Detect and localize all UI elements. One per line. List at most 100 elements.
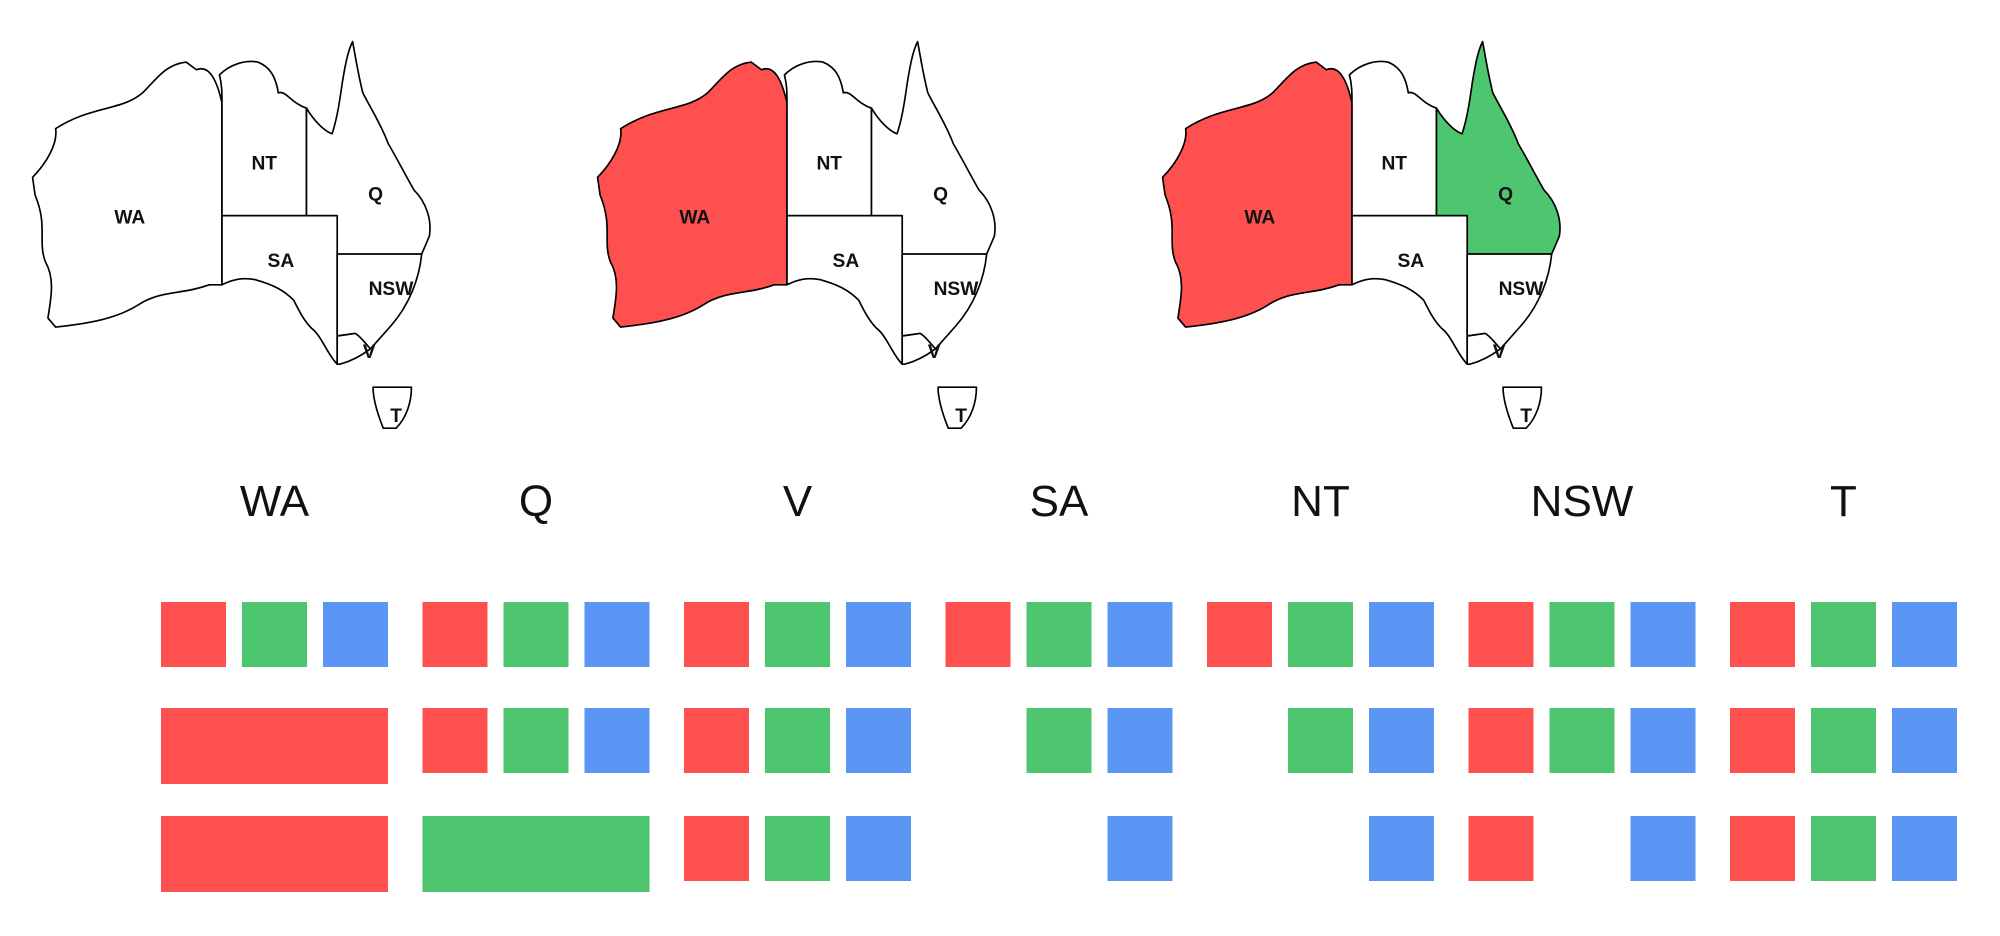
domain-value-nt-row2-blue xyxy=(1369,708,1434,773)
domain-value-nsw-row2-blue xyxy=(1630,708,1696,773)
domain-value-t-row1-red xyxy=(1730,602,1795,667)
state-label-t: T xyxy=(390,406,402,427)
australia-maps: WA NT Q SA NSW V T WA NT Q SA NSW V T WA NT Q SA NSW V T xyxy=(31,40,1561,429)
domain-value-nsw-row1-red xyxy=(1468,602,1534,667)
state-label-v: V xyxy=(928,342,941,363)
state-label-nsw: NSW xyxy=(369,279,415,300)
state-region-nt xyxy=(218,60,308,217)
domain-value-nt-row2-green xyxy=(1288,708,1353,773)
state-label-nsw: NSW xyxy=(1499,279,1545,300)
state-label-q: Q xyxy=(933,184,948,205)
domain-value-nt-row1-blue xyxy=(1369,602,1434,667)
domain-table: WA Q V SA NT NSW T xyxy=(161,477,1957,892)
domain-value-q-row1-red xyxy=(422,602,488,667)
state-label-wa: WA xyxy=(114,207,145,228)
domain-value-nsw-row3-red xyxy=(1468,816,1534,881)
domain-value-v-row1-green xyxy=(765,602,830,667)
state-label-t: T xyxy=(955,406,967,427)
domain-value-v-row2-red xyxy=(684,708,749,773)
domain-value-q-row1-blue xyxy=(584,602,650,667)
domain-value-nt-row3-blue xyxy=(1369,816,1434,881)
domain-value-wa-row2-red-assigned xyxy=(161,708,388,784)
state-region-sa xyxy=(1351,214,1469,365)
state-region-q xyxy=(305,40,431,255)
column-header-wa: WA xyxy=(240,477,310,526)
state-region-t xyxy=(937,386,978,429)
state-region-nt xyxy=(1348,60,1438,217)
column-header-nsw: NSW xyxy=(1531,477,1634,526)
domain-value-nt-row1-green xyxy=(1288,602,1353,667)
domain-value-q-row2-blue xyxy=(584,708,650,773)
state-label-nsw: NSW xyxy=(934,279,980,300)
domain-value-v-row3-green xyxy=(765,816,830,881)
domain-value-v-row1-blue xyxy=(846,602,911,667)
domain-value-sa-row1-blue xyxy=(1107,602,1173,667)
state-region-v xyxy=(336,332,372,365)
state-label-t: T xyxy=(1520,406,1532,427)
column-header-t: T xyxy=(1830,477,1857,526)
domain-value-t-row3-blue xyxy=(1892,816,1957,881)
state-region-q xyxy=(1435,40,1561,255)
domain-value-wa-row3-red-assigned xyxy=(161,816,388,892)
domain-value-v-row2-green xyxy=(765,708,830,773)
domain-value-nsw-row2-red xyxy=(1468,708,1534,773)
domain-value-t-row1-blue xyxy=(1892,602,1957,667)
state-region-sa xyxy=(221,214,339,365)
domain-value-t-row2-blue xyxy=(1892,708,1957,773)
state-label-q: Q xyxy=(368,184,383,205)
domain-value-v-row3-blue xyxy=(846,816,911,881)
domain-value-v-row3-red xyxy=(684,816,749,881)
state-label-sa: SA xyxy=(268,251,295,272)
domain-value-sa-row3-blue xyxy=(1107,816,1173,881)
domain-value-q-row3-green-assigned xyxy=(422,816,650,892)
state-label-q: Q xyxy=(1498,184,1513,205)
state-region-wa xyxy=(596,61,788,328)
state-region-t xyxy=(1502,386,1543,429)
domain-value-t-row1-green xyxy=(1811,602,1876,667)
state-region-sa xyxy=(786,214,904,365)
australia-map-3: WA NT Q SA NSW V T xyxy=(1161,40,1561,429)
state-label-wa: WA xyxy=(679,207,710,228)
state-region-v xyxy=(1466,332,1502,365)
state-label-wa: WA xyxy=(1244,207,1275,228)
domain-value-nsw-row2-green xyxy=(1549,708,1615,773)
state-label-nt: NT xyxy=(1381,154,1407,175)
state-label-v: V xyxy=(363,342,376,363)
domain-value-sa-row1-red xyxy=(945,602,1011,667)
state-region-nt xyxy=(783,60,873,217)
state-region-wa xyxy=(1161,61,1353,328)
column-header-v: V xyxy=(783,477,813,526)
state-region-v xyxy=(901,332,937,365)
australia-map-2: WA NT Q SA NSW V T xyxy=(596,40,996,429)
state-label-sa: SA xyxy=(833,251,860,272)
domain-value-t-row2-red xyxy=(1730,708,1795,773)
domain-value-sa-row2-green xyxy=(1026,708,1092,773)
state-region-wa xyxy=(31,61,223,328)
domain-value-t-row3-green xyxy=(1811,816,1876,881)
domain-value-v-row2-blue xyxy=(846,708,911,773)
domain-value-q-row2-green xyxy=(503,708,569,773)
column-header-nt: NT xyxy=(1291,477,1350,526)
domain-value-nsw-row1-green xyxy=(1549,602,1615,667)
state-label-sa: SA xyxy=(1398,251,1425,272)
state-region-t xyxy=(372,386,413,429)
state-label-nt: NT xyxy=(251,154,277,175)
domain-value-wa-row1-green xyxy=(242,602,307,667)
domain-value-q-row2-red xyxy=(422,708,488,773)
domain-value-t-row2-green xyxy=(1811,708,1876,773)
state-region-q xyxy=(870,40,996,255)
domain-value-q-row1-green xyxy=(503,602,569,667)
domain-value-nsw-row1-blue xyxy=(1630,602,1696,667)
australia-map-1: WA NT Q SA NSW V T xyxy=(31,40,431,429)
column-header-q: Q xyxy=(519,477,553,526)
column-header-sa: SA xyxy=(1030,477,1089,526)
domain-value-v-row1-red xyxy=(684,602,749,667)
domain-value-t-row3-red xyxy=(1730,816,1795,881)
domain-value-wa-row1-red xyxy=(161,602,226,667)
state-label-nt: NT xyxy=(816,154,842,175)
domain-value-nsw-row3-blue xyxy=(1630,816,1696,881)
domain-value-sa-row2-blue xyxy=(1107,708,1173,773)
domain-value-sa-row1-green xyxy=(1026,602,1092,667)
state-label-v: V xyxy=(1493,342,1506,363)
domain-value-wa-row1-blue xyxy=(323,602,388,667)
